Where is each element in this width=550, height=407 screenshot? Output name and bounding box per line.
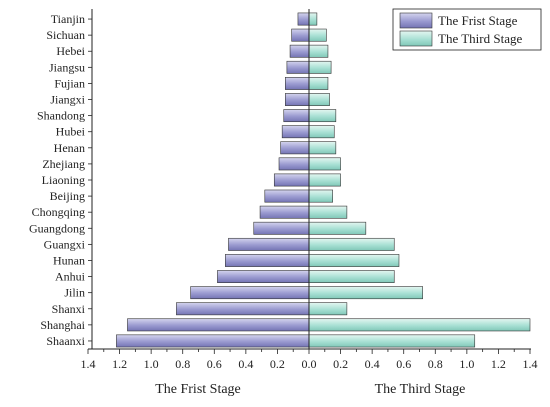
category-label-jiangsu: Jiangsu	[49, 60, 85, 74]
bar-third-stage-hunan	[308, 254, 400, 267]
bar-third-stage-jilin	[308, 286, 423, 300]
bar-third-stage-shaanxi	[308, 334, 476, 348]
bar-frist-stage-anhui	[217, 270, 310, 283]
bar-frist-stage-sichuan	[291, 28, 310, 42]
bar-third-stage-tianjin	[308, 12, 318, 26]
category-label-hunan: Hunan	[53, 253, 85, 267]
category-label-shanxi: Shanxi	[52, 302, 86, 316]
bar-frist-stage-jiangsu	[286, 60, 310, 74]
bar-third-stage-fujian	[308, 77, 329, 90]
bar-frist-stage-chongqing	[259, 205, 310, 219]
legend-swatch-frist-stage	[399, 12, 433, 29]
bar-frist-stage-shandong	[283, 109, 310, 123]
legend: The Frist Stage The Third Stage	[392, 8, 542, 51]
category-label-jilin: Jilin	[64, 286, 85, 300]
bar-third-stage-guangdong	[308, 221, 367, 235]
category-label-sichuan: Sichuan	[46, 28, 85, 42]
x-tick-label-8: 0.2	[333, 357, 348, 371]
x-axis-title-right: The Third Stage	[375, 382, 466, 397]
bar-frist-stage-hebei	[289, 44, 310, 58]
bar-frist-stage-zhejiang	[278, 157, 310, 171]
x-tick-label-5: 0.4	[238, 357, 253, 371]
bars-layer	[116, 12, 531, 348]
category-label-henan: Henan	[54, 141, 85, 155]
bar-frist-stage-hunan	[225, 254, 310, 267]
category-label-fujian: Fujian	[54, 76, 85, 90]
bar-third-stage-anhui	[308, 270, 395, 283]
category-labels-layer: Tianjin Sichuan Hebei Jiangsu Fujian Jiangxi S…	[29, 12, 86, 348]
bar-third-stage-shandong	[308, 109, 337, 123]
x-tick-label-12: 1.0	[459, 357, 474, 371]
bar-frist-stage-shanghai	[127, 318, 310, 332]
bar-third-stage-guangxi	[308, 237, 395, 251]
bar-third-stage-beijing	[308, 189, 333, 203]
bar-frist-stage-henan	[280, 141, 310, 155]
bar-third-stage-jiangsu	[308, 60, 332, 74]
bar-third-stage-sichuan	[308, 28, 327, 42]
x-tick-label-9: 0.4	[365, 357, 380, 371]
x-tick-label-3: 0.8	[175, 357, 190, 371]
bar-third-stage-shanghai	[308, 318, 531, 332]
category-label-anhui: Anhui	[55, 270, 86, 284]
x-tick-label-4: 0.6	[207, 357, 222, 371]
bar-frist-stage-guangxi	[228, 237, 310, 251]
bar-frist-stage-beijing	[264, 189, 310, 203]
category-label-beijing: Beijing	[50, 189, 85, 203]
bar-frist-stage-liaoning	[273, 173, 310, 187]
legend-label-frist-stage: The Frist Stage	[438, 13, 518, 28]
bar-frist-stage-shanxi	[176, 302, 310, 316]
bar-frist-stage-jiangxi	[285, 93, 310, 106]
bar-third-stage-hebei	[308, 44, 329, 58]
category-label-shandong: Shandong	[37, 109, 85, 123]
x-tick-label-2: 1.0	[144, 357, 159, 371]
x-tick-label-1: 1.2	[112, 357, 127, 371]
category-label-hebei: Hebei	[56, 44, 85, 58]
legend-swatch-third-stage	[399, 30, 433, 47]
bar-frist-stage-guangdong	[253, 221, 310, 235]
category-label-zhejiang: Zhejiang	[42, 157, 85, 171]
category-label-guangxi: Guangxi	[44, 237, 86, 251]
bar-third-stage-zhejiang	[308, 157, 341, 171]
bar-third-stage-shanxi	[308, 302, 348, 316]
x-tick-label-11: 0.8	[428, 357, 443, 371]
x-tick-label-14: 1.4	[523, 357, 538, 371]
bar-third-stage-jiangxi	[308, 93, 330, 106]
category-label-liaoning: Liaoning	[42, 173, 85, 187]
bar-third-stage-henan	[308, 141, 337, 155]
bar-frist-stage-shaanxi	[116, 334, 310, 348]
bar-frist-stage-tianjin	[297, 12, 310, 26]
tick-labels-layer: 1.4 1.2 1.0 0.8 0.6 0.4 0.2 0.0 0.2 0.4 0.6 0.8 1.0 1…	[81, 357, 538, 371]
bar-frist-stage-jilin	[190, 286, 310, 300]
category-label-jiangxi: Jiangxi	[50, 93, 85, 107]
x-tick-label-13: 1.2	[491, 357, 506, 371]
bar-third-stage-chongqing	[308, 205, 348, 219]
category-label-hubei: Hubei	[56, 125, 86, 139]
axes-layer	[87, 9, 531, 354]
x-tick-label-6: 0.2	[270, 357, 285, 371]
legend-label-third-stage: The Third Stage	[438, 31, 522, 46]
x-axis-title-left: The Frist Stage	[155, 382, 241, 397]
category-label-tianjin: Tianjin	[51, 12, 85, 26]
category-label-guangdong: Guangdong	[29, 221, 85, 235]
bar-third-stage-hubei	[308, 125, 335, 139]
category-label-chongqing: Chongqing	[32, 205, 85, 219]
category-label-shanghai: Shanghai	[40, 318, 85, 332]
category-label-shaanxi: Shaanxi	[46, 334, 85, 348]
bar-frist-stage-fujian	[285, 77, 310, 90]
x-tick-label-10: 0.6	[396, 357, 411, 371]
bar-third-stage-liaoning	[308, 173, 341, 187]
x-tick-label-0: 1.4	[81, 357, 96, 371]
x-tick-label-7: 0.0	[302, 357, 317, 371]
bar-frist-stage-hubei	[281, 125, 310, 139]
